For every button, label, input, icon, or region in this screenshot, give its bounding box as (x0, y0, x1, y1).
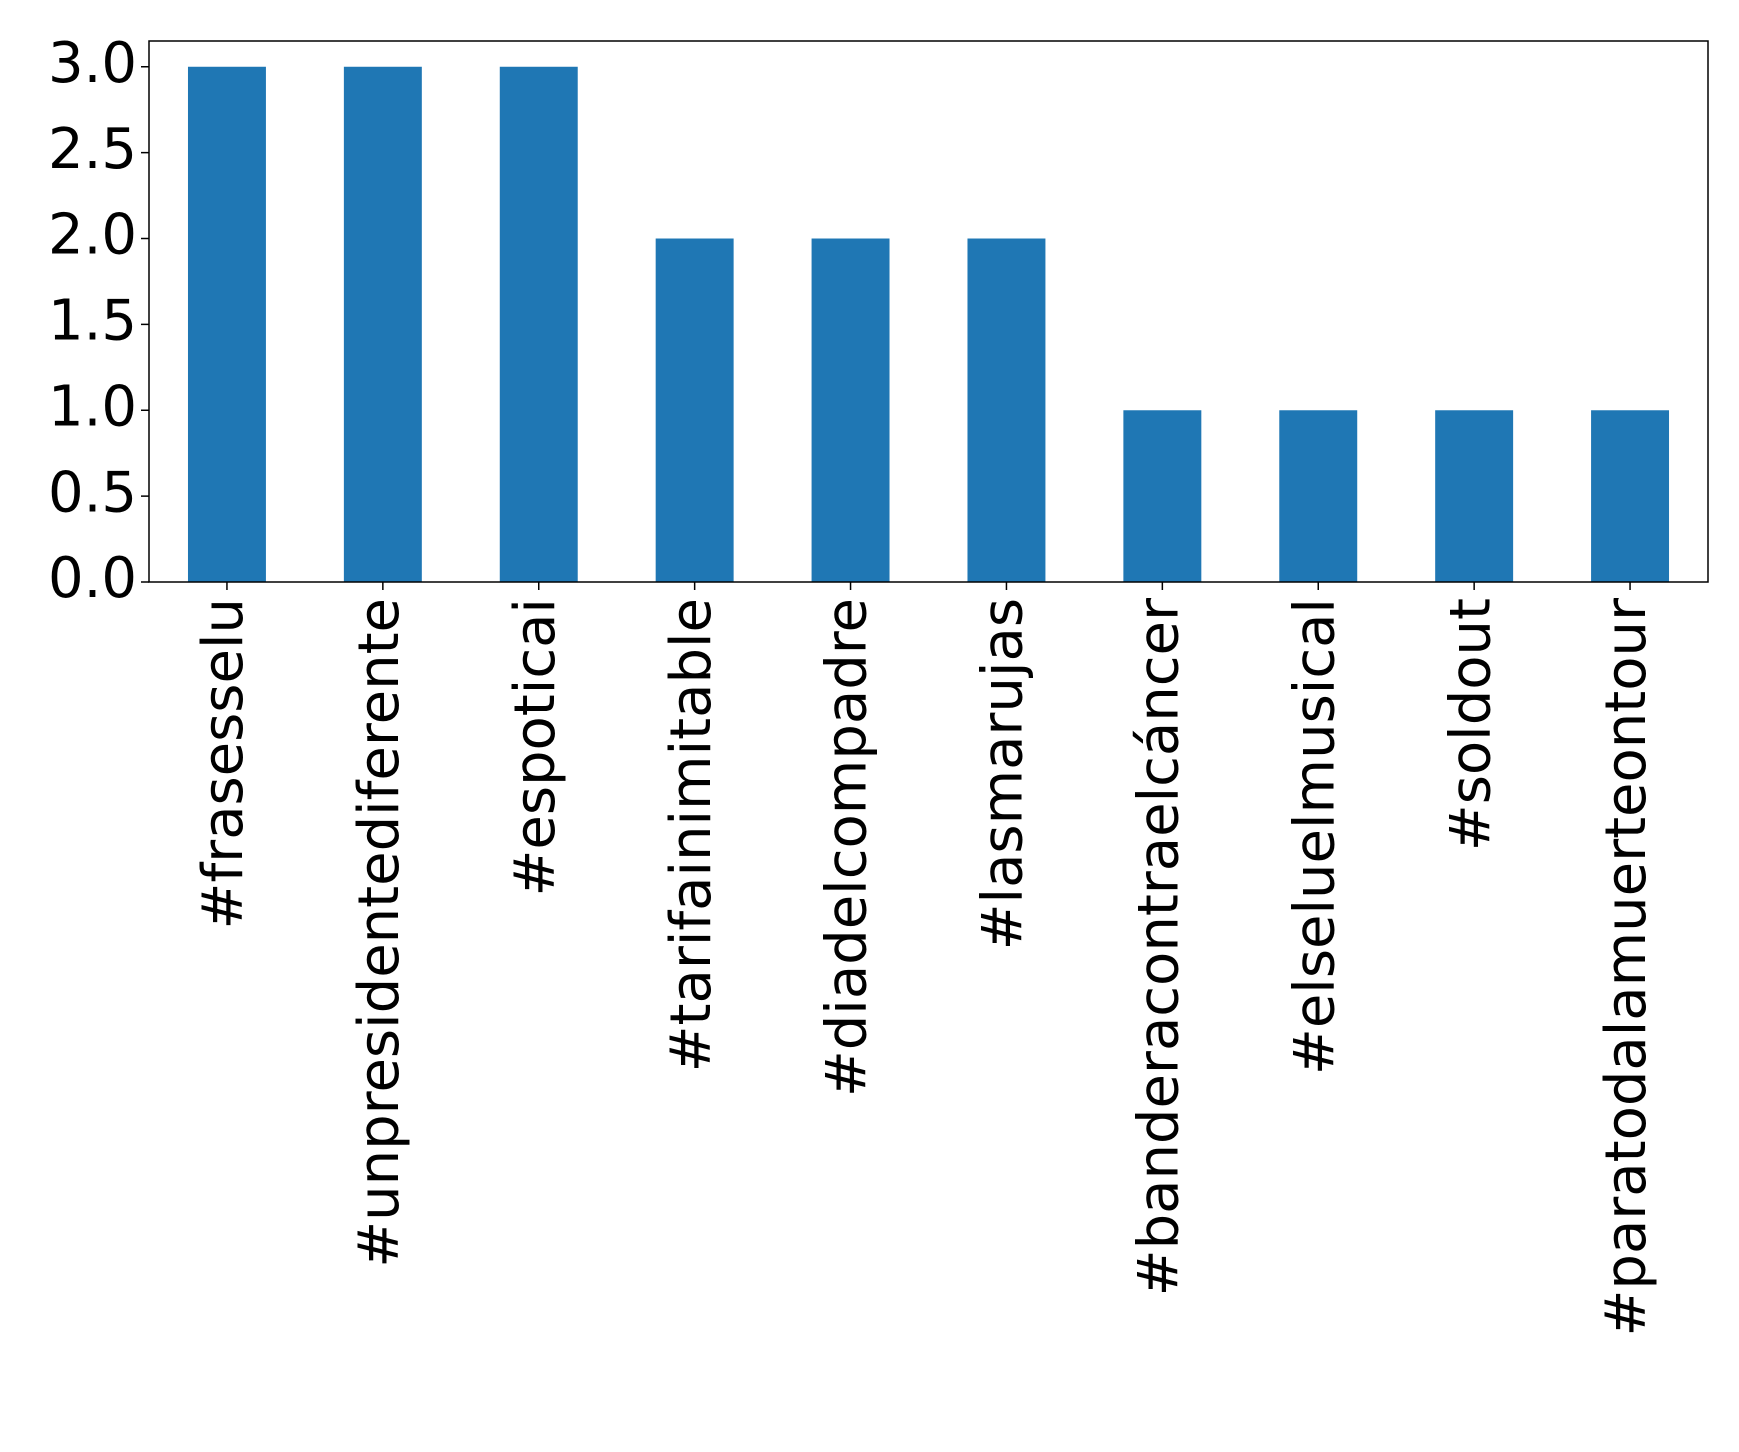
bar (1435, 410, 1514, 582)
x-tick-label: #elseluelmusical (1282, 598, 1347, 1075)
bar (1279, 410, 1358, 582)
bar (967, 238, 1046, 582)
y-tick-label: 3.0 (48, 31, 137, 96)
y-tick-label: 0.5 (48, 460, 137, 525)
x-tick-label: #frasesselu (191, 598, 256, 929)
plot-frame (148, 40, 1709, 583)
bar (811, 238, 890, 582)
bar (1591, 410, 1670, 582)
bar (655, 238, 734, 582)
y-tick-label: 0.0 (48, 546, 137, 611)
bar (187, 66, 266, 582)
x-tick-label: #paratodalamuerteontour (1594, 597, 1659, 1336)
x-tick-label: #soldout (1438, 598, 1503, 851)
x-tick-label: #lasmarujas (971, 598, 1036, 950)
bar (343, 66, 422, 582)
x-tick-label: #diadelcompadre (815, 598, 880, 1097)
x-tick-label: #unpresidentediferente (347, 598, 412, 1268)
bar (1123, 410, 1202, 582)
x-tick-label: #tarifainimitable (659, 598, 724, 1072)
y-tick-label: 1.0 (48, 374, 137, 439)
y-tick-label: 2.5 (48, 117, 137, 182)
y-tick-label: 1.5 (48, 289, 137, 354)
x-tick-label: #banderacontraelcáncer (1126, 597, 1191, 1296)
y-tick-label: 2.0 (48, 203, 137, 268)
bar (499, 66, 578, 582)
x-tick-label: #espoticai (503, 598, 568, 897)
